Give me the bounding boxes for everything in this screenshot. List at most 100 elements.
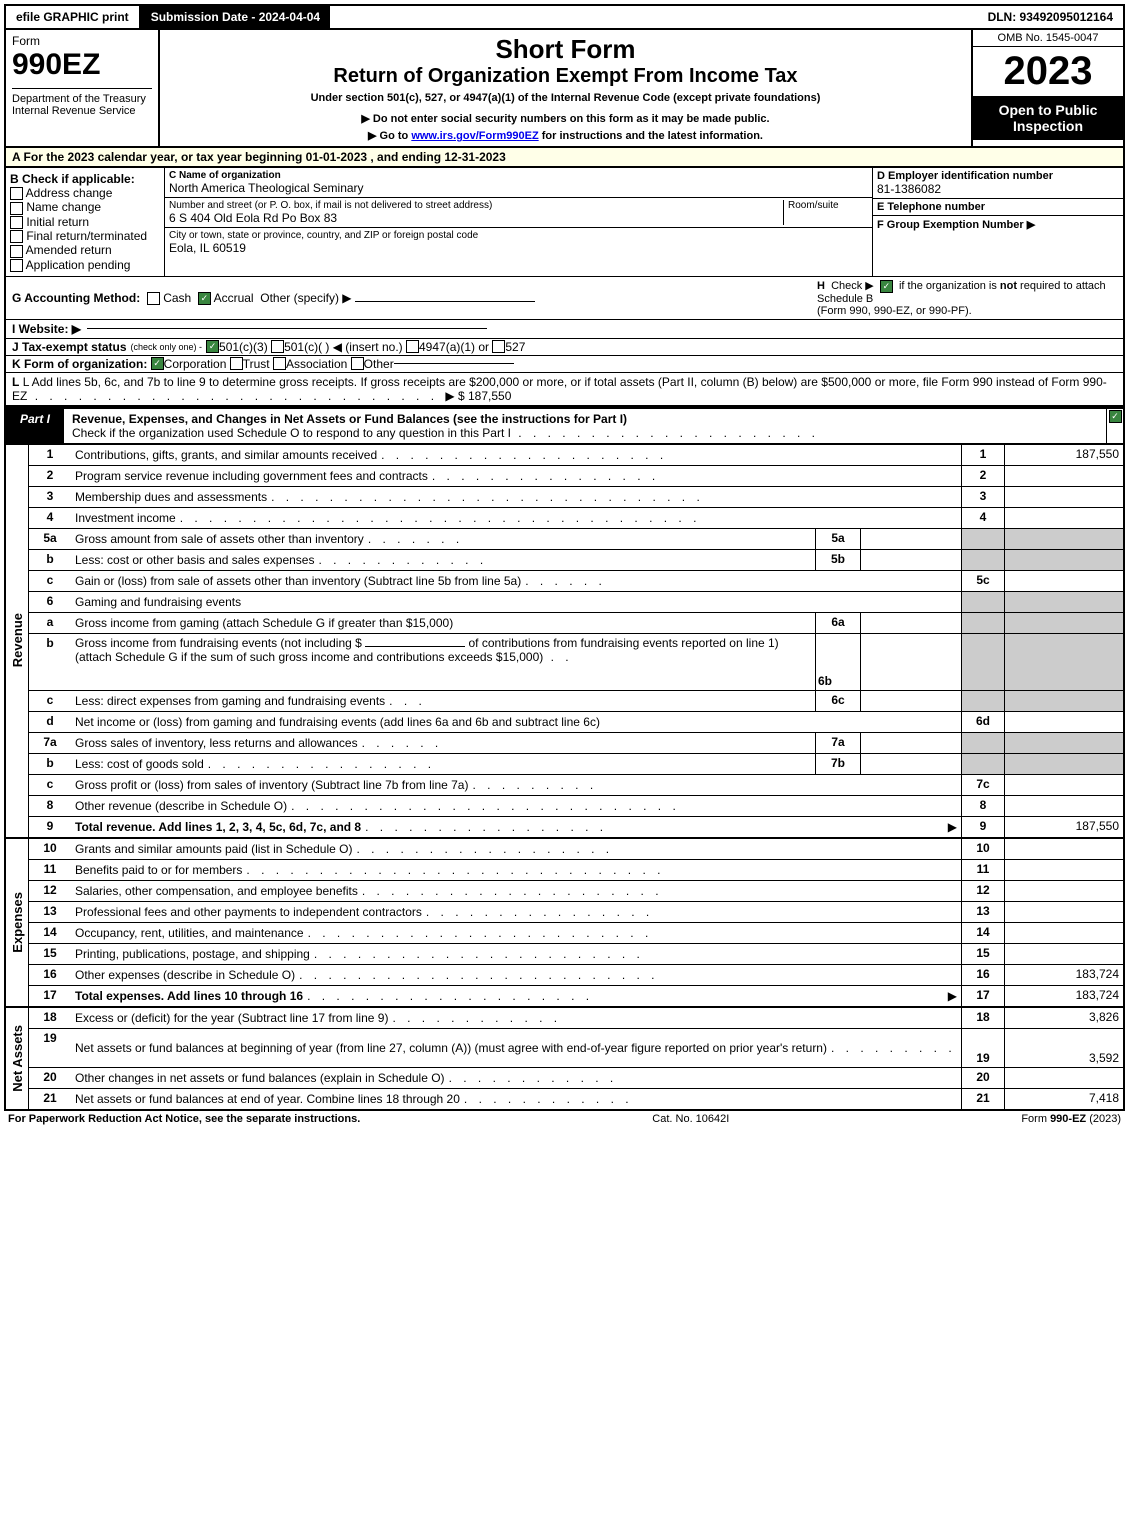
spacer — [330, 6, 977, 28]
chk-501c3[interactable]: ✓ — [206, 340, 219, 353]
chk-schedule-b[interactable]: ✓ — [880, 280, 893, 293]
chk-address-change[interactable]: Address change — [10, 186, 160, 200]
department: Department of the Treasury Internal Reve… — [12, 88, 152, 117]
ssn-warning: ▶ Do not enter social security numbers o… — [168, 112, 963, 125]
city-label: City or town, state or province, country… — [169, 230, 868, 241]
line-1-value: 187,550 — [1004, 445, 1123, 465]
row-l: L L Add lines 5b, 6c, and 7b to line 9 t… — [4, 373, 1125, 407]
dln: DLN: 93492095012164 — [978, 6, 1123, 28]
row-k: K Form of organization: ✓ Corporation Tr… — [4, 356, 1125, 373]
other-specify-input[interactable] — [355, 301, 535, 302]
part-1-sub: Check if the organization used Schedule … — [72, 426, 511, 440]
line-7c: c Gross profit or (loss) from sales of i… — [29, 775, 1123, 796]
line-5c: c Gain or (loss) from sale of assets oth… — [29, 571, 1123, 592]
line-15: 15 Printing, publications, postage, and … — [29, 944, 1123, 965]
part-1-header: Part I Revenue, Expenses, and Changes in… — [4, 407, 1125, 445]
under-section: Under section 501(c), 527, or 4947(a)(1)… — [168, 92, 963, 104]
efile-print-button[interactable]: efile GRAPHIC print — [6, 6, 141, 28]
short-form-title: Short Form — [168, 34, 963, 65]
goto-line: ▶ Go to www.irs.gov/Form990EZ for instru… — [168, 129, 963, 142]
line-17: 17 Total expenses. Add lines 10 through … — [29, 986, 1123, 1006]
check-only-one: (check only one) - — [131, 342, 203, 352]
revenue-tab: Revenue — [6, 445, 29, 837]
omb-number: OMB No. 1545-0047 — [973, 30, 1123, 47]
row-g-h: G Accounting Method: Cash ✓ Accrual Othe… — [4, 277, 1125, 320]
chk-association[interactable] — [273, 357, 286, 370]
goto-pre: ▶ Go to — [368, 130, 411, 142]
line-20: 20 Other changes in net assets or fund b… — [29, 1068, 1123, 1089]
line-16-value: 183,724 — [1004, 965, 1123, 985]
chk-cash[interactable] — [147, 292, 160, 305]
revenue-section: Revenue 1 Contributions, gifts, grants, … — [4, 445, 1125, 839]
line-11: 11 Benefits paid to or for members. . . … — [29, 860, 1123, 881]
expenses-section: Expenses 10 Grants and similar amounts p… — [4, 839, 1125, 1008]
page-footer: For Paperwork Reduction Act Notice, see … — [4, 1111, 1125, 1127]
line-6b: b Gross income from fundraising events (… — [29, 634, 1123, 691]
form-word: Form — [12, 34, 152, 48]
line-18: 18 Excess or (deficit) for the year (Sub… — [29, 1008, 1123, 1029]
street-label: Number and street (or P. O. box, if mail… — [169, 200, 783, 211]
chk-trust[interactable] — [230, 357, 243, 370]
form-header: Form 990EZ Department of the Treasury In… — [4, 30, 1125, 148]
tax-exempt-label: J Tax-exempt status — [12, 340, 127, 354]
line-16: 16 Other expenses (describe in Schedule … — [29, 965, 1123, 986]
net-assets-section: Net Assets 18 Excess or (deficit) for th… — [4, 1008, 1125, 1111]
line-14: 14 Occupancy, rent, utilities, and maint… — [29, 923, 1123, 944]
chk-corporation[interactable]: ✓ — [151, 357, 164, 370]
group-exemption-label: F Group Exemption Number ▶ — [877, 218, 1119, 231]
form-of-org-label: K Form of organization: — [12, 357, 147, 371]
line-13: 13 Professional fees and other payments … — [29, 902, 1123, 923]
chk-name-change[interactable]: Name change — [10, 200, 160, 214]
gross-receipts: 187,550 — [468, 389, 511, 403]
irs-link[interactable]: www.irs.gov/Form990EZ — [411, 130, 538, 142]
footer-left: For Paperwork Reduction Act Notice, see … — [8, 1113, 360, 1125]
chk-other-org[interactable] — [351, 357, 364, 370]
line-7a: 7a Gross sales of inventory, less return… — [29, 733, 1123, 754]
line-19-value: 3,592 — [1004, 1029, 1123, 1067]
street-value: 6 S 404 Old Eola Rd Po Box 83 — [169, 211, 783, 225]
part-1-checkbox[interactable]: ✓ — [1106, 409, 1123, 443]
goto-post: for instructions and the latest informat… — [539, 130, 763, 142]
total-expenses: 183,724 — [1004, 986, 1123, 1006]
open-to-public: Open to Public Inspection — [973, 96, 1123, 140]
submission-date: Submission Date - 2024-04-04 — [141, 6, 330, 28]
line-12: 12 Salaries, other compensation, and emp… — [29, 881, 1123, 902]
row-j: J Tax-exempt status (check only one) - ✓… — [4, 339, 1125, 356]
line-7b: b Less: cost of goods sold. . . . . . . … — [29, 754, 1123, 775]
info-grid: B Check if applicable: Address change Na… — [4, 168, 1125, 277]
line-l-arrow: ▶ $ — [445, 389, 468, 403]
line-1: 1 Contributions, gifts, grants, and simi… — [29, 445, 1123, 466]
section-a: A For the 2023 calendar year, or tax yea… — [4, 148, 1125, 168]
line-5a: 5a Gross amount from sale of assets othe… — [29, 529, 1123, 550]
top-bar: efile GRAPHIC print Submission Date - 20… — [4, 4, 1125, 30]
line-6b-amount-input[interactable] — [365, 646, 465, 647]
website-input[interactable] — [87, 328, 487, 329]
city-value: Eola, IL 60519 — [169, 241, 868, 255]
chk-accrual[interactable]: ✓ — [198, 292, 211, 305]
line-2: 2 Program service revenue including gove… — [29, 466, 1123, 487]
website-label: I Website: ▶ — [12, 322, 81, 336]
chk-501c[interactable] — [271, 340, 284, 353]
line-3: 3 Membership dues and assessments. . . .… — [29, 487, 1123, 508]
line-21: 21 Net assets or fund balances at end of… — [29, 1089, 1123, 1109]
chk-initial-return[interactable]: Initial return — [10, 215, 160, 229]
chk-application-pending[interactable]: Application pending — [10, 258, 160, 272]
telephone-label: E Telephone number — [877, 201, 1119, 213]
line-5b: b Less: cost or other basis and sales ex… — [29, 550, 1123, 571]
chk-4947[interactable] — [406, 340, 419, 353]
part-1-title: Revenue, Expenses, and Changes in Net As… — [72, 412, 627, 426]
row-i: I Website: ▶ — [4, 320, 1125, 339]
other-org-input[interactable] — [394, 363, 514, 364]
section-b-title: B Check if applicable: — [10, 172, 160, 186]
form-number: 990EZ — [12, 48, 152, 82]
return-title: Return of Organization Exempt From Incom… — [168, 65, 963, 88]
org-name-label: C Name of organization — [169, 170, 868, 181]
accounting-method-label: G Accounting Method: — [12, 291, 140, 305]
org-name: North America Theological Seminary — [169, 181, 868, 195]
line-9: 9 Total revenue. Add lines 1, 2, 3, 4, 5… — [29, 817, 1123, 837]
chk-final-return[interactable]: Final return/terminated — [10, 229, 160, 243]
total-revenue: 187,550 — [1004, 817, 1123, 837]
chk-amended-return[interactable]: Amended return — [10, 243, 160, 257]
other-specify: Other (specify) ▶ — [260, 291, 351, 305]
chk-527[interactable] — [492, 340, 505, 353]
